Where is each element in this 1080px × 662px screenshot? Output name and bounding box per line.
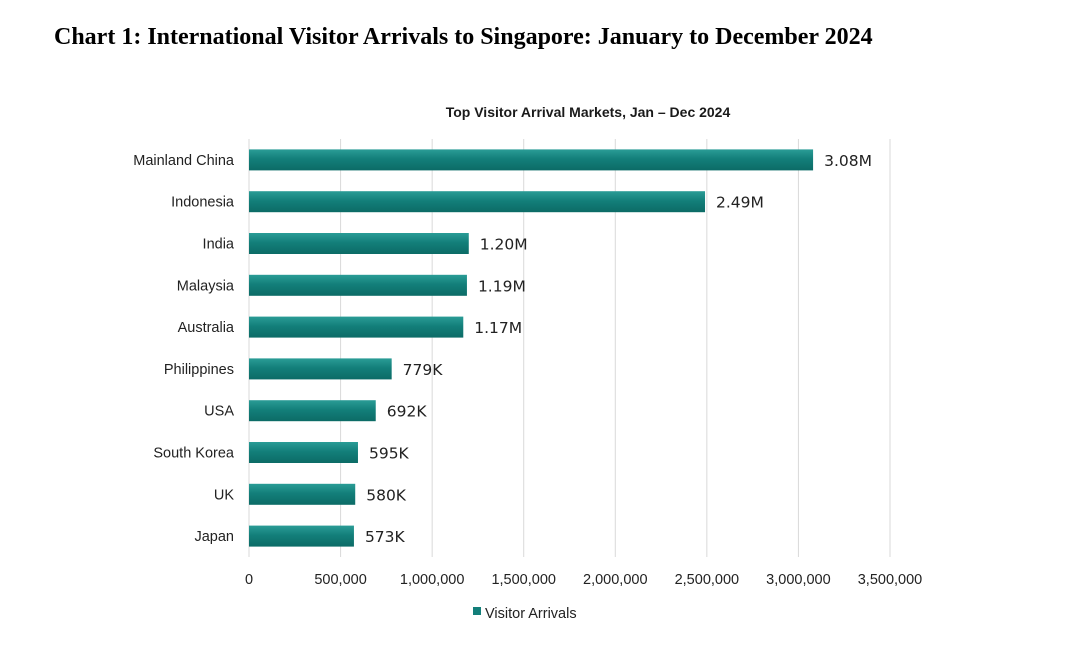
- data-label: 1.19M: [478, 277, 526, 295]
- chart-title: Top Visitor Arrival Markets, Jan – Dec 2…: [446, 104, 731, 120]
- category-label: Australia: [178, 320, 235, 336]
- bar: [249, 400, 376, 422]
- category-label: USA: [204, 404, 234, 420]
- bar: [249, 149, 814, 171]
- x-axis-ticks: 0 500,000 1,000,000 1,500,000 2,000,000 2,500…: [245, 572, 922, 588]
- category-label: UK: [214, 487, 234, 503]
- x-tick-label: 0: [245, 572, 253, 588]
- data-label: 3.08M: [824, 152, 872, 170]
- x-tick-label: 3,500,000: [858, 572, 923, 588]
- data-label: 580K: [366, 486, 407, 504]
- bar: [249, 233, 469, 254]
- category-label: South Korea: [153, 446, 235, 462]
- data-label: 2.49M: [716, 194, 764, 212]
- category-label: Mainland China: [133, 153, 235, 169]
- category-labels: Mainland China Indonesia India Malaysia Aust…: [133, 153, 235, 545]
- data-label: 779K: [403, 361, 444, 379]
- x-tick-label: 1,500,000: [491, 572, 556, 588]
- category-label: India: [203, 237, 235, 253]
- data-label: 595K: [369, 445, 410, 463]
- category-label: Japan: [194, 529, 234, 545]
- data-label: 573K: [365, 528, 406, 546]
- category-label: Philippines: [164, 362, 234, 378]
- x-tick-label: 1,000,000: [400, 572, 465, 588]
- category-label: Malaysia: [177, 278, 235, 294]
- bar: [249, 274, 467, 296]
- page-heading: Chart 1: International Visitor Arrivals …: [54, 24, 873, 50]
- bar: [249, 316, 464, 338]
- data-label: 692K: [387, 403, 428, 421]
- x-tick-label: 3,000,000: [766, 572, 831, 588]
- data-label: 1.17M: [474, 319, 522, 337]
- bar: [249, 358, 392, 380]
- x-tick-label: 2,500,000: [675, 572, 740, 588]
- x-tick-label: 2,000,000: [583, 572, 648, 588]
- legend: Visitor Arrivals: [473, 606, 577, 622]
- bar: [249, 483, 356, 505]
- data-labels: 3.08M 2.49M 1.20M 1.19M 1.17M 779K 692K 595K 580…: [365, 152, 872, 546]
- data-label: 1.20M: [480, 236, 528, 254]
- legend-swatch: [473, 607, 481, 615]
- bar: [249, 525, 354, 547]
- bars: [249, 149, 814, 547]
- legend-label: Visitor Arrivals: [485, 606, 577, 622]
- bar: [249, 442, 358, 463]
- x-tick-label: 500,000: [314, 572, 366, 588]
- category-label: Indonesia: [171, 195, 235, 211]
- bar: [249, 191, 706, 213]
